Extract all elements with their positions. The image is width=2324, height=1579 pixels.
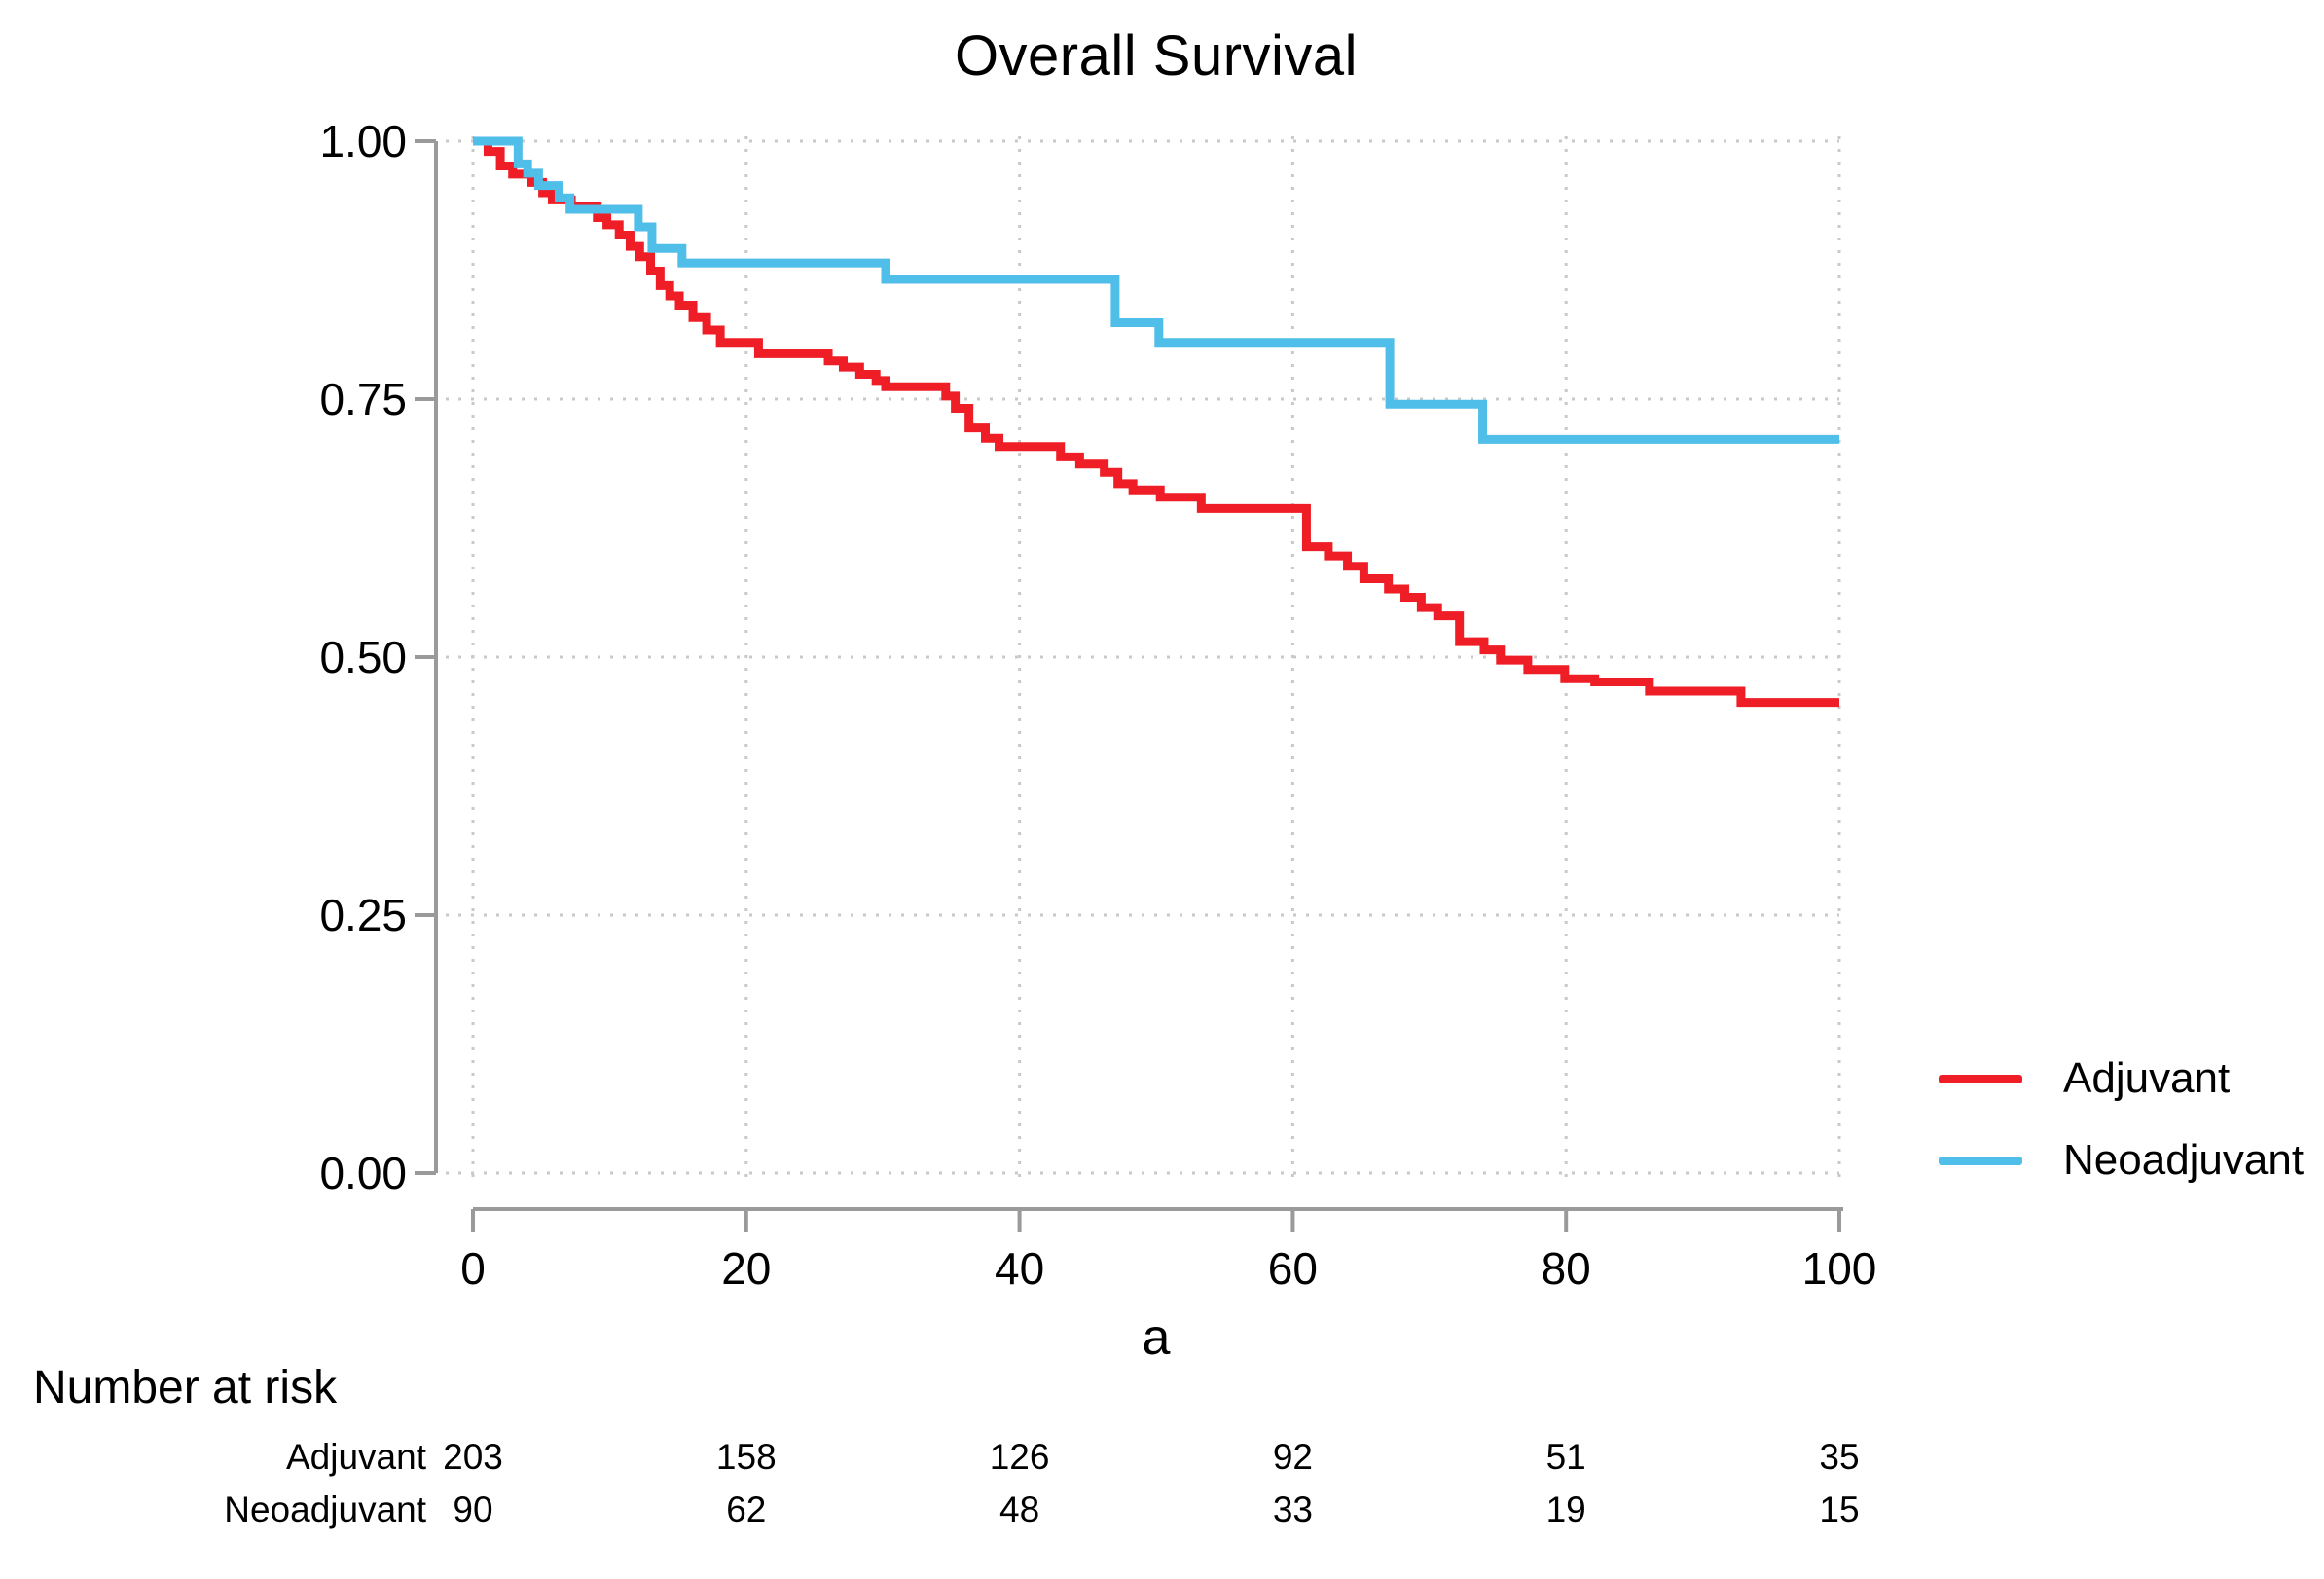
risk-value: 51 [1545,1437,1586,1477]
adjuvant-line-swatch [1939,1074,2022,1083]
x-axis-title: a [1142,1309,1171,1366]
risk-value: 203 [443,1437,503,1477]
y-tick-label: 1.00 [319,116,407,166]
survival-curves [473,136,1839,708]
x-tick-label: 0 [460,1243,486,1294]
risk-value: 62 [726,1489,767,1529]
chart-title: Overall Survival [954,24,1359,88]
neoadjuvant-line-swatch [1939,1156,2022,1165]
risk-value: 126 [989,1437,1050,1477]
risk-row-label-neoadjuvant: Neoadjuvant [224,1489,426,1529]
risk-value: 92 [1272,1437,1313,1477]
legend-label: Neoadjuvant [2063,1136,2305,1184]
x-tick-label: 100 [1801,1243,1877,1294]
y-tick-label: 0.50 [319,632,407,682]
legend-label: Adjuvant [2063,1054,2231,1102]
axes [415,139,1843,1232]
risk-value: 90 [453,1489,493,1529]
legend-item-adjuvant: Adjuvant [1939,1053,2304,1104]
x-tick-label: 20 [721,1243,772,1294]
risk-value: 48 [999,1489,1040,1529]
risk-value: 33 [1272,1489,1313,1529]
legend: Adjuvant Neoadjuvant [1939,1053,2304,1186]
curve-adjuvant [473,136,1839,708]
gridlines [446,136,1841,1180]
risk-row-label-adjuvant: Adjuvant [286,1437,426,1477]
x-tick-label: 40 [995,1243,1045,1294]
risk-table-heading: Number at risk [33,1362,338,1414]
risk-value: 19 [1545,1489,1586,1529]
y-tick-label: 0.75 [319,374,407,424]
y-tick-label: 0.00 [319,1148,407,1198]
y-tick-label: 0.25 [319,890,407,940]
risk-value: 15 [1819,1489,1860,1529]
legend-item-neoadjuvant: Neoadjuvant [1939,1135,2304,1186]
risk-value: 158 [715,1437,777,1477]
x-tick-label: 60 [1267,1243,1318,1294]
risk-value: 35 [1819,1437,1860,1477]
x-tick-label: 80 [1541,1243,1591,1294]
curve-neoadjuvant [473,136,1839,444]
